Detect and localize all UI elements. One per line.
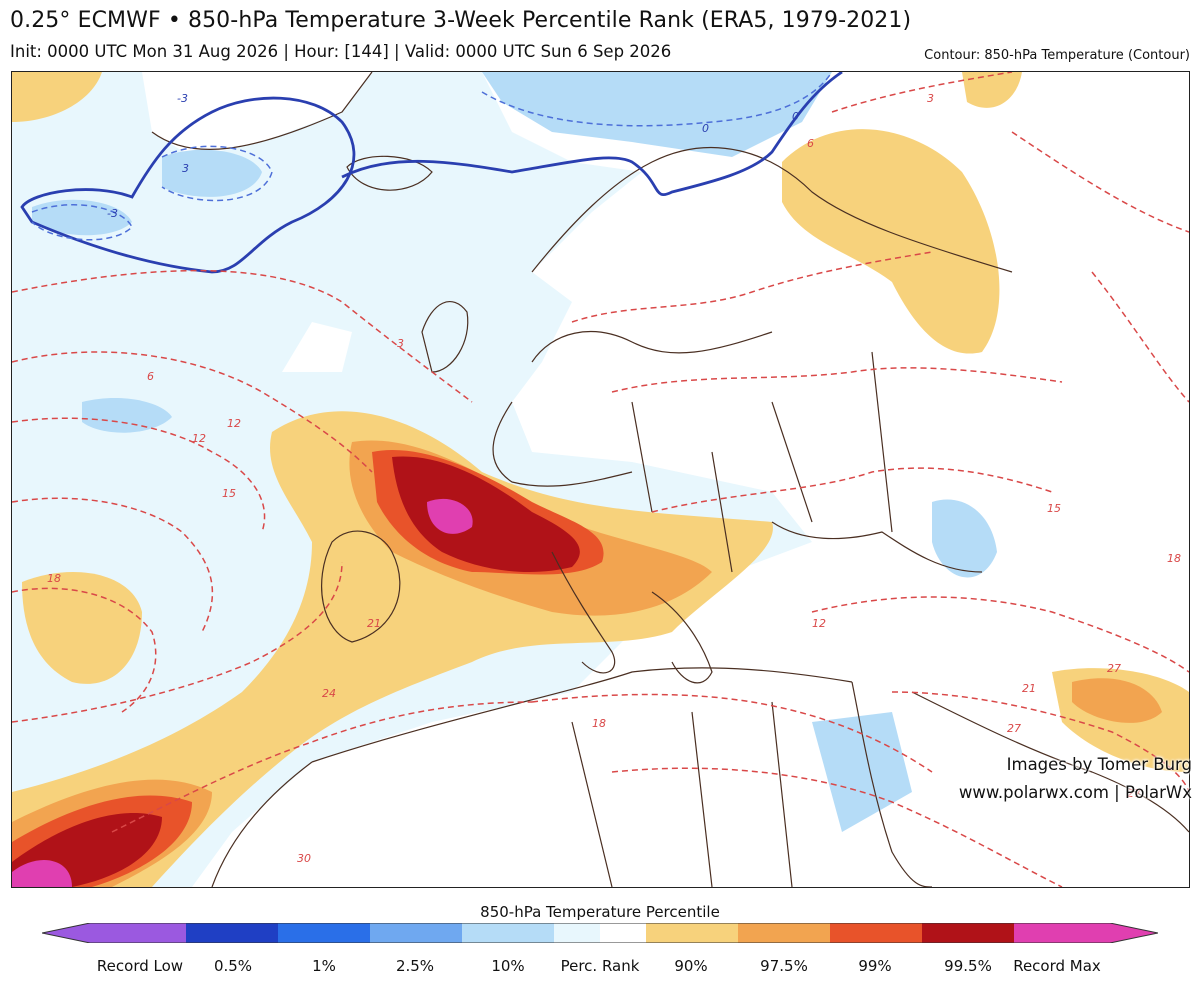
warm-anomaly-99-5 — [12, 456, 580, 887]
colorbar-segment-90 — [646, 923, 738, 943]
caspian-cold-patch — [932, 499, 997, 578]
legend-label: 90% — [674, 957, 708, 975]
contour-label: 18 — [1167, 552, 1181, 565]
contour-label: 27 — [1127, 787, 1141, 800]
legend-label: 1% — [312, 957, 336, 975]
coastlines — [151, 72, 1189, 887]
contour-label: 3 — [397, 337, 404, 350]
atlantic-cold-patch — [82, 397, 172, 433]
iceland-region-cold — [32, 199, 132, 236]
legend-label: Perc. Rank — [560, 957, 640, 975]
credit-author: Images by Tomer Burg — [1006, 755, 1192, 774]
cold-dashed-contours — [31, 72, 833, 241]
arabia-warm-97 — [1072, 678, 1162, 723]
colorbar-segment-below-median — [554, 923, 600, 943]
contour-label: 6 — [807, 137, 814, 150]
map-canvas: -3 3 0 0 -3 3 6 3 6 12 12 15 18 21 24 30… — [12, 72, 1189, 887]
ne-warm-90 — [962, 72, 1022, 108]
contour-label: 0 — [702, 122, 709, 135]
legend-label: 2.5% — [395, 957, 435, 975]
contour-label: -3 — [107, 207, 118, 220]
legend-label: 99% — [858, 957, 892, 975]
legend-label: 99.5% — [944, 957, 992, 975]
contour-label: 21 — [367, 617, 381, 630]
contour-label: 27 — [1007, 722, 1021, 735]
colorbar-segment-above-median — [600, 923, 646, 943]
contour-label: 27 — [1107, 662, 1121, 675]
map-panel: -3 3 0 0 -3 3 6 3 6 12 12 15 18 21 24 30… — [11, 71, 1190, 888]
colorbar-segment-2-5 — [370, 923, 462, 943]
legend-title: 850-hPa Temperature Percentile — [480, 903, 720, 921]
colorbar-segment-97-5 — [738, 923, 830, 943]
colorbar-segment-record-max — [1014, 923, 1158, 943]
contour-label: 15 — [222, 487, 236, 500]
map-subtitle: Init: 0000 UTC Mon 31 Aug 2026 | Hour: [… — [10, 42, 672, 61]
legend-label: 97.5% — [760, 957, 808, 975]
map-title: 0.25° ECMWF • 850-hPa Temperature 3-Week… — [10, 8, 912, 33]
colorbar-segment-0-5 — [186, 923, 278, 943]
contour-label: 18 — [47, 572, 61, 585]
contour-label: 0 — [792, 110, 799, 123]
contour-label: 6 — [147, 370, 154, 383]
warm-anomaly-99 — [12, 450, 604, 887]
contour-label: 12 — [812, 617, 826, 630]
legend-label: Record Low — [96, 957, 184, 975]
record-max-cell-south — [12, 860, 72, 887]
contour-label: 15 — [1047, 502, 1061, 515]
contour-label: 3 — [182, 162, 189, 175]
colorbar — [42, 923, 1158, 943]
legend-label: Record Max — [1013, 957, 1101, 975]
contour-label-layer: -3 3 0 0 -3 3 6 3 6 12 12 15 18 21 24 30… — [47, 92, 1181, 865]
contour-label: -3 — [177, 92, 188, 105]
contour-label: 24 — [322, 687, 336, 700]
record-max-cell — [427, 498, 473, 534]
contour-label: 21 — [1022, 682, 1036, 695]
nw-warm-90 — [12, 72, 102, 122]
contour-note: Contour: 850-hPa Temperature (Contour) — [924, 48, 1190, 63]
contour-label: 12 — [227, 417, 241, 430]
colorbar-segment-99 — [830, 923, 922, 943]
contour-label: 3 — [927, 92, 934, 105]
credit-website: www.polarwx.com | PolarWx — [958, 783, 1192, 802]
contour-label: 12 — [192, 432, 206, 445]
russia-warm-90 — [782, 129, 1000, 354]
greenland-cold — [162, 149, 262, 197]
colorbar-segment-99-5 — [922, 923, 1014, 943]
contour-label: 30 — [297, 852, 311, 865]
polar-cold-anomaly — [482, 72, 832, 157]
legend-label: 0.5% — [213, 957, 253, 975]
zero-degree-contour — [20, 72, 843, 274]
colorbar-segment-record-low — [42, 923, 186, 943]
atlantic-warm-90 — [22, 572, 142, 684]
mideast-cold-patch — [812, 712, 912, 832]
colorbar-segment-1 — [278, 923, 370, 943]
contour-label: 18 — [592, 717, 606, 730]
warm-dashed-contours — [12, 72, 1189, 887]
colorbar-segment-10 — [462, 923, 554, 943]
legend-label: 10% — [491, 957, 525, 975]
